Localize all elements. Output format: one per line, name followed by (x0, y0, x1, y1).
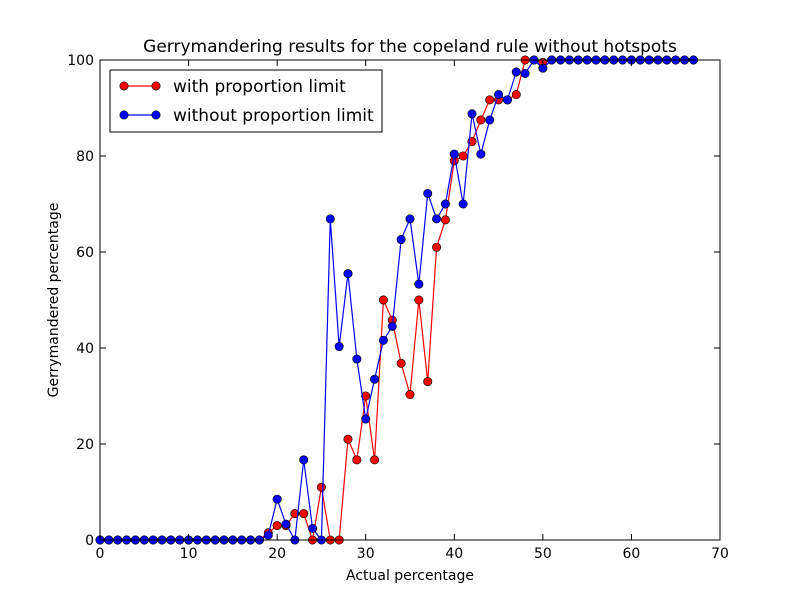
data-point (449, 149, 459, 159)
data-point (440, 199, 450, 209)
y-tick-label: 20 (76, 437, 94, 453)
data-point (485, 115, 495, 125)
data-point (343, 434, 353, 444)
x-tick-label: 40 (445, 546, 463, 562)
data-point (316, 482, 326, 492)
y-tick-label: 0 (85, 533, 94, 549)
legend-marker (119, 81, 129, 91)
y-tick-label: 60 (76, 245, 94, 261)
data-point (325, 214, 335, 224)
chart-title: Gerrymandering results for the copeland … (143, 37, 677, 57)
data-point (502, 95, 512, 105)
data-point (308, 523, 318, 533)
legend-label-0: with proportion limit (173, 77, 346, 97)
data-point (467, 109, 477, 119)
data-point (378, 295, 388, 305)
data-point (511, 67, 521, 77)
legend-marker (151, 81, 161, 91)
x-tick-label: 70 (711, 546, 729, 562)
data-point (343, 269, 353, 279)
data-point (299, 509, 309, 519)
data-point (281, 519, 291, 529)
data-point (520, 68, 530, 78)
data-point (263, 530, 273, 540)
data-point (405, 214, 415, 224)
legend: with proportion limit without proportion … (109, 69, 383, 133)
data-point (458, 151, 468, 161)
data-point (370, 455, 380, 465)
data-point (370, 374, 380, 384)
data-point (299, 455, 309, 465)
data-point (361, 391, 371, 401)
data-point (334, 342, 344, 352)
data-point (414, 279, 424, 289)
data-point (494, 90, 504, 100)
data-point (423, 377, 433, 387)
x-tick-label: 20 (268, 546, 286, 562)
legend-box (109, 69, 383, 133)
data-point (378, 335, 388, 345)
data-point (476, 149, 486, 159)
data-point (476, 115, 486, 125)
data-point (272, 521, 282, 531)
data-point (511, 90, 521, 100)
data-point (396, 358, 406, 368)
legend-marker (119, 110, 129, 120)
data-point (352, 455, 362, 465)
x-tick-label: 10 (180, 546, 198, 562)
data-point (440, 215, 450, 225)
plot-area: 0 10 20 30 40 50 60 70 0 20 40 60 80 100 (67, 53, 729, 562)
data-point (414, 295, 424, 305)
axes-frame (99, 59, 721, 541)
data-point (272, 494, 282, 504)
legend-marker (151, 110, 161, 120)
data-point (423, 188, 433, 198)
data-point (396, 235, 406, 245)
data-point (432, 214, 442, 224)
y-axis-title: Gerrymandered percentage (46, 203, 62, 398)
y-tick-label: 100 (67, 53, 94, 69)
x-axis-title: Actual percentage (346, 568, 474, 584)
legend-label-1: without proportion limit (173, 106, 374, 126)
x-tick-label: 60 (623, 546, 641, 562)
x-tick-label: 50 (534, 546, 552, 562)
y-tick-label: 40 (76, 341, 94, 357)
data-point (387, 321, 397, 331)
x-tick-label: 0 (96, 546, 105, 562)
y-tick-label: 80 (76, 149, 94, 165)
data-point (485, 95, 495, 105)
data-point (405, 390, 415, 400)
x-tick-label: 30 (357, 546, 375, 562)
data-point (352, 354, 362, 364)
data-point (361, 414, 371, 424)
data-point (432, 242, 442, 252)
data-point (458, 199, 468, 209)
